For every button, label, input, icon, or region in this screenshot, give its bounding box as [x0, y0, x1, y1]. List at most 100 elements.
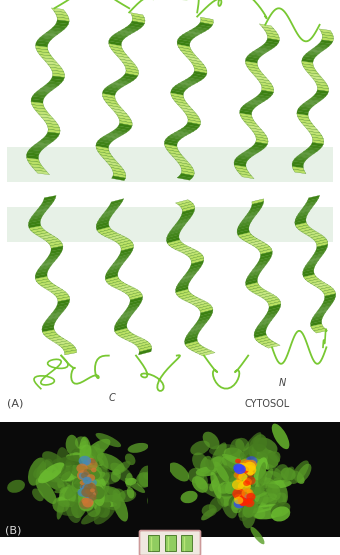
Polygon shape [263, 313, 277, 320]
Ellipse shape [254, 489, 283, 504]
Polygon shape [181, 127, 197, 131]
Ellipse shape [89, 472, 105, 482]
Polygon shape [96, 224, 109, 230]
Polygon shape [102, 209, 117, 215]
Ellipse shape [188, 468, 204, 483]
Polygon shape [199, 312, 212, 319]
Ellipse shape [66, 453, 94, 462]
Polygon shape [261, 341, 277, 346]
Polygon shape [191, 63, 206, 68]
Ellipse shape [241, 492, 253, 516]
Polygon shape [164, 142, 177, 147]
Polygon shape [113, 170, 126, 175]
Polygon shape [247, 67, 261, 72]
Polygon shape [44, 135, 58, 139]
Ellipse shape [291, 461, 309, 484]
Polygon shape [173, 98, 187, 104]
Ellipse shape [242, 486, 257, 504]
Ellipse shape [42, 451, 66, 472]
Polygon shape [186, 267, 201, 274]
Polygon shape [175, 284, 189, 290]
Ellipse shape [169, 462, 189, 482]
Polygon shape [105, 233, 121, 238]
Polygon shape [42, 58, 57, 62]
Ellipse shape [235, 470, 248, 483]
Polygon shape [103, 158, 118, 164]
Polygon shape [258, 320, 272, 326]
Ellipse shape [110, 463, 134, 483]
Ellipse shape [91, 468, 97, 472]
Polygon shape [293, 169, 306, 174]
Polygon shape [120, 248, 133, 254]
Polygon shape [118, 313, 134, 320]
Polygon shape [300, 152, 314, 156]
Ellipse shape [222, 456, 242, 473]
Polygon shape [246, 274, 259, 280]
Ellipse shape [237, 463, 249, 473]
Polygon shape [267, 307, 280, 313]
Polygon shape [42, 330, 55, 335]
Polygon shape [317, 242, 328, 247]
Polygon shape [245, 211, 259, 217]
Polygon shape [186, 114, 200, 119]
Polygon shape [103, 134, 119, 139]
Polygon shape [35, 142, 50, 146]
Polygon shape [179, 294, 194, 299]
Ellipse shape [245, 460, 257, 470]
Polygon shape [313, 237, 327, 242]
Ellipse shape [59, 488, 67, 504]
Ellipse shape [77, 486, 90, 500]
Polygon shape [97, 149, 110, 154]
Polygon shape [27, 152, 39, 157]
Polygon shape [102, 93, 115, 98]
Polygon shape [304, 125, 318, 130]
Ellipse shape [83, 469, 91, 475]
Ellipse shape [234, 465, 246, 474]
Ellipse shape [101, 472, 110, 486]
Ellipse shape [203, 432, 219, 450]
Polygon shape [302, 64, 314, 68]
Polygon shape [245, 59, 258, 63]
Ellipse shape [87, 475, 99, 489]
Ellipse shape [213, 485, 240, 497]
Polygon shape [51, 8, 66, 12]
Polygon shape [246, 56, 259, 60]
Polygon shape [312, 250, 326, 256]
Bar [7, 147, 333, 182]
Polygon shape [320, 40, 333, 44]
Polygon shape [247, 125, 262, 130]
Polygon shape [193, 71, 207, 76]
Ellipse shape [254, 457, 268, 480]
Polygon shape [237, 171, 251, 176]
Polygon shape [42, 327, 54, 332]
Polygon shape [254, 142, 268, 147]
Polygon shape [31, 96, 44, 100]
Ellipse shape [125, 478, 137, 485]
Polygon shape [269, 304, 281, 310]
Polygon shape [27, 155, 38, 159]
Polygon shape [318, 87, 329, 92]
Polygon shape [259, 293, 274, 297]
Polygon shape [309, 145, 322, 149]
Polygon shape [96, 221, 109, 228]
Polygon shape [240, 116, 254, 120]
Polygon shape [107, 202, 122, 208]
Polygon shape [171, 88, 185, 93]
Polygon shape [316, 245, 328, 250]
Ellipse shape [221, 488, 238, 518]
Ellipse shape [239, 498, 255, 521]
Ellipse shape [88, 479, 97, 487]
Polygon shape [196, 303, 211, 308]
Ellipse shape [251, 483, 264, 496]
Polygon shape [249, 241, 264, 245]
Polygon shape [110, 199, 124, 205]
Polygon shape [32, 211, 46, 216]
Polygon shape [33, 230, 48, 235]
Ellipse shape [249, 487, 269, 502]
Ellipse shape [245, 487, 261, 497]
Polygon shape [245, 61, 258, 66]
Polygon shape [292, 164, 303, 168]
Ellipse shape [233, 466, 254, 493]
Polygon shape [186, 344, 201, 349]
Ellipse shape [255, 448, 278, 468]
